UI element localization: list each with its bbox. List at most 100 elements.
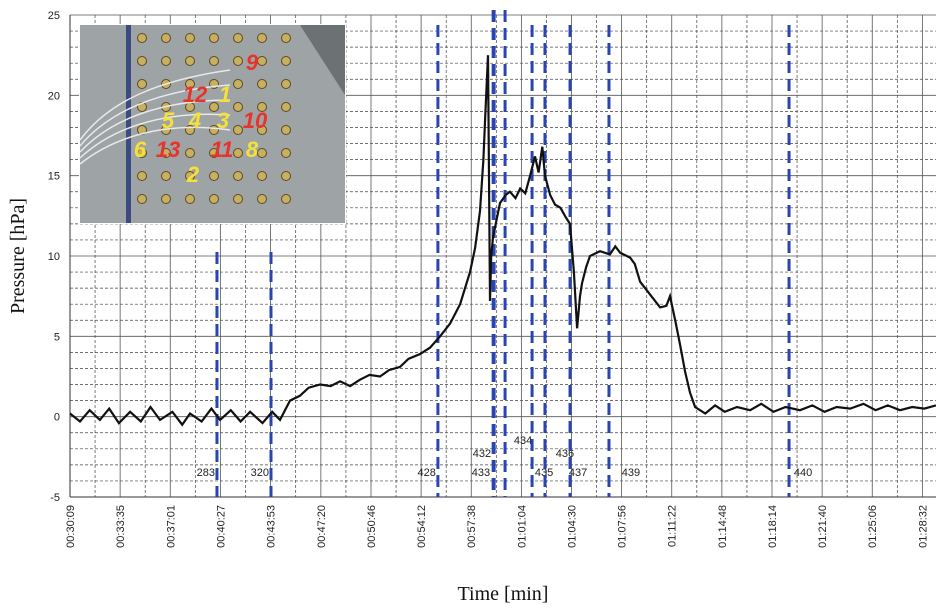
- inset-dot: [233, 171, 243, 181]
- x-tick-label: 01:04:30: [566, 505, 578, 548]
- inset-dot: [161, 194, 171, 204]
- inset-shadow: [300, 25, 345, 95]
- inset-dot: [257, 171, 267, 181]
- inset-label: 10: [243, 108, 268, 133]
- x-tick-label: 01:18:14: [767, 505, 779, 548]
- inset-dot: [257, 33, 267, 43]
- inset-label: 1: [219, 82, 231, 107]
- x-tick-label: 00:33:35: [115, 505, 127, 548]
- inset-dot: [233, 56, 243, 66]
- x-tick-label: 01:07:56: [617, 505, 629, 548]
- inset-dot: [185, 56, 195, 66]
- inset-label: 3: [217, 108, 229, 133]
- inset-dot: [233, 148, 243, 158]
- inset-dot: [281, 33, 291, 43]
- inset-dot: [281, 56, 291, 66]
- inset-dot: [257, 148, 267, 158]
- event-label: 440: [794, 467, 812, 479]
- x-tick-label: 01:21:40: [817, 505, 829, 548]
- y-tick-label: -5: [50, 492, 60, 504]
- event-label: 283: [197, 467, 215, 479]
- inset-dot: [209, 148, 219, 158]
- inset-dot: [257, 79, 267, 89]
- y-tick-label: 20: [48, 90, 60, 102]
- x-tick-label: 00:37:01: [165, 505, 177, 548]
- inset-dot: [137, 33, 147, 43]
- x-axis-title: Time [min]: [458, 583, 549, 605]
- inset-dot: [185, 79, 195, 89]
- inset-dot: [161, 171, 171, 181]
- inset-photo: 9 12 1 5 4 3 10 6 13 11 8 2: [79, 24, 346, 224]
- y-tick-label: 0: [54, 412, 60, 424]
- x-tick-label: 00:54:12: [416, 505, 428, 548]
- event-label: 433: [472, 467, 490, 479]
- event-label: 320: [251, 467, 269, 479]
- inset-wire: [79, 99, 231, 153]
- inset-dot: [281, 125, 291, 135]
- inset-plate: [80, 25, 345, 223]
- y-axis-title: Pressure [hPa]: [7, 198, 29, 314]
- inset-label: 2: [186, 162, 200, 187]
- inset-dot: [281, 194, 291, 204]
- inset-dot: [233, 33, 243, 43]
- inset-dot: [209, 56, 219, 66]
- inset-label: 8: [246, 137, 259, 162]
- inset-dot: [233, 102, 243, 112]
- x-tick-label: 00:40:27: [215, 505, 227, 548]
- event-label: 432: [473, 448, 491, 460]
- inset-dot: [185, 148, 195, 158]
- inset-dot: [185, 194, 195, 204]
- inset-label: 11: [211, 137, 234, 162]
- event-label: 437: [569, 467, 587, 479]
- inset-dot: [233, 125, 243, 135]
- y-tick-label: 10: [48, 251, 60, 263]
- event-label: 439: [622, 467, 640, 479]
- inset-wire: [79, 126, 231, 165]
- x-tick-label: 01:11:22: [667, 505, 679, 547]
- inset-dot: [137, 148, 147, 158]
- data-line: [69, 55, 936, 427]
- inset-dot: [209, 194, 219, 204]
- inset-dot: [209, 171, 219, 181]
- inset-dot: [185, 171, 195, 181]
- inset-label: 4: [188, 108, 201, 133]
- inset-dot: [233, 79, 243, 89]
- inset-dot: [137, 56, 147, 66]
- y-tick-label: 15: [48, 171, 60, 183]
- x-tick-label: 01:01:04: [516, 505, 528, 548]
- inset-label: 12: [183, 82, 208, 107]
- inset-label: 6: [134, 137, 147, 162]
- inset-dot: [209, 102, 219, 112]
- inset-label: 13: [156, 137, 180, 162]
- inset-dot: [257, 125, 267, 135]
- x-tick-label: 01:28:32: [917, 505, 929, 548]
- inset-dot: [137, 79, 147, 89]
- x-tick-label: 01:14:48: [717, 505, 729, 548]
- x-tick-label: 01:25:06: [867, 505, 879, 548]
- y-tick-label: 25: [48, 10, 60, 22]
- inset-dot: [161, 148, 171, 158]
- inset-wire: [79, 113, 231, 159]
- inset-dot: [161, 56, 171, 66]
- inset-label: 9: [246, 50, 259, 75]
- inset-dot: [137, 194, 147, 204]
- event-label: 434: [514, 435, 532, 447]
- inset-dot: [281, 79, 291, 89]
- inset-dot: [137, 171, 147, 181]
- x-tick-label: 00:43:53: [266, 505, 278, 548]
- inset-wire: [79, 69, 231, 141]
- inset-dot: [257, 56, 267, 66]
- inset-dot: [257, 194, 267, 204]
- inset-dot: [137, 125, 147, 135]
- inset-dot: [161, 33, 171, 43]
- inset-dot: [209, 33, 219, 43]
- inset-dot: [257, 102, 267, 112]
- inset-label: 5: [162, 108, 175, 133]
- inset-bar: [126, 25, 131, 223]
- event-label: 435: [535, 467, 553, 479]
- inset-dot: [233, 194, 243, 204]
- inset-dot: [281, 148, 291, 158]
- x-tick-label: 00:50:46: [366, 505, 378, 548]
- x-tick-label: 00:47:20: [316, 505, 328, 548]
